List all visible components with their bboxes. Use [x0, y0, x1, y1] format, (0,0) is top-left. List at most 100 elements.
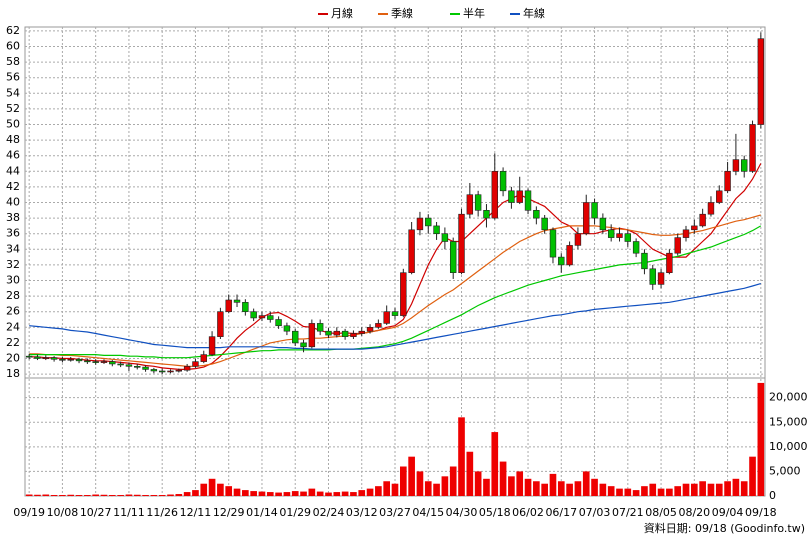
ma-line — [29, 214, 761, 367]
candle-body — [250, 311, 257, 319]
y-tick-label: 50 — [6, 118, 20, 131]
footer: 資料日期: 09/18 (Goodinfo.tw) — [644, 521, 805, 535]
volume-bar — [84, 495, 91, 496]
candle-body — [117, 363, 124, 366]
x-tick-label: 11/11 — [113, 506, 145, 519]
x-tick-label: 01/29 — [279, 506, 311, 519]
volume-bar — [25, 494, 33, 496]
volume-bar — [366, 488, 374, 496]
candle-body — [566, 245, 573, 266]
volume-bar — [682, 483, 690, 496]
candle-body — [666, 252, 673, 273]
candle-body — [533, 210, 540, 219]
volume-bar — [649, 483, 657, 496]
candle-body — [516, 190, 523, 203]
candle-body — [616, 233, 623, 238]
volume-bar — [424, 481, 432, 496]
candle-body — [449, 241, 457, 274]
volume-bar — [740, 481, 748, 496]
candle-body — [583, 202, 590, 235]
x-tick-label: 06/17 — [545, 506, 577, 519]
candle-body — [724, 171, 731, 192]
candle-body — [100, 361, 108, 363]
volume-bar — [67, 494, 75, 496]
volume-bar — [724, 481, 731, 496]
candle-body — [283, 325, 291, 332]
volume-bar — [291, 491, 299, 496]
volume-bar — [616, 488, 623, 496]
volume-bar — [316, 491, 324, 496]
candle-body — [158, 370, 166, 373]
candle-body — [134, 365, 141, 368]
candle-body — [233, 299, 241, 303]
candle-body — [175, 369, 183, 372]
volume-bar — [499, 461, 507, 496]
x-tick-label: 05/18 — [479, 506, 511, 519]
y-tick-label: 26 — [6, 305, 20, 318]
y-tick-label: 28 — [6, 289, 20, 302]
volume-bar — [233, 488, 241, 496]
x-tick-label: 03/27 — [379, 506, 411, 519]
volume-bar — [42, 494, 50, 496]
candle-body — [757, 38, 765, 125]
y-tick-label: 54 — [6, 86, 20, 99]
plot-frame — [24, 26, 766, 497]
volume-bar — [749, 456, 756, 496]
y-tick-label: 30 — [6, 274, 20, 287]
candle-body — [67, 358, 74, 361]
volume-bar — [707, 483, 715, 496]
volume-bar — [582, 471, 590, 496]
candle-body — [142, 366, 149, 370]
y-tick-label: 62 — [6, 24, 20, 37]
candle-body — [192, 361, 199, 367]
x-tick-label: 12/11 — [180, 506, 212, 519]
candle-body — [350, 333, 357, 337]
volume-bar — [325, 492, 332, 496]
candle-body — [308, 323, 316, 348]
y-tick-label: 48 — [6, 133, 20, 146]
candle-body — [316, 323, 324, 332]
candle-body — [416, 217, 424, 231]
candle-body — [682, 229, 690, 238]
volume-bar — [474, 471, 482, 496]
candle-body — [624, 233, 632, 242]
volume-bar — [275, 492, 282, 496]
volume-bar — [657, 488, 665, 496]
candle-body — [267, 315, 274, 320]
volume-bar — [732, 478, 740, 496]
candle-body — [483, 210, 490, 219]
volume-bar — [133, 494, 141, 496]
ma-line — [29, 163, 762, 370]
x-tick-label: 06/02 — [512, 506, 544, 519]
volume-bar — [242, 490, 249, 496]
x-tick-label: 10/27 — [80, 506, 112, 519]
candle-body — [242, 302, 249, 312]
candle-body — [366, 326, 374, 332]
volume-bar — [641, 486, 648, 496]
volume-bar — [516, 471, 524, 496]
volume-bar — [566, 483, 573, 496]
candle-body — [558, 256, 565, 266]
volume-bar — [175, 494, 183, 496]
candle-body — [716, 190, 723, 203]
volume-bar — [666, 488, 673, 496]
candle-body — [208, 336, 216, 355]
volume-bar — [541, 483, 548, 496]
volume-bar — [350, 492, 357, 496]
volume-bar — [200, 483, 208, 496]
volume-bar — [34, 494, 41, 496]
volume-bar — [691, 483, 698, 496]
y-tick-label: 36 — [6, 227, 20, 240]
y-tick-label: 52 — [6, 102, 20, 115]
candle-body — [325, 330, 332, 336]
volume-bar — [508, 476, 515, 496]
candle-body — [574, 233, 582, 246]
candle-body — [641, 252, 648, 270]
candle-body — [499, 171, 507, 192]
volume-bar — [607, 486, 615, 496]
y-tick-label: 40 — [6, 196, 20, 209]
x-tick-label: 11/26 — [146, 506, 178, 519]
candle-body — [591, 202, 598, 219]
x-tick-label: 07/21 — [612, 506, 644, 519]
candle-body — [167, 370, 174, 373]
